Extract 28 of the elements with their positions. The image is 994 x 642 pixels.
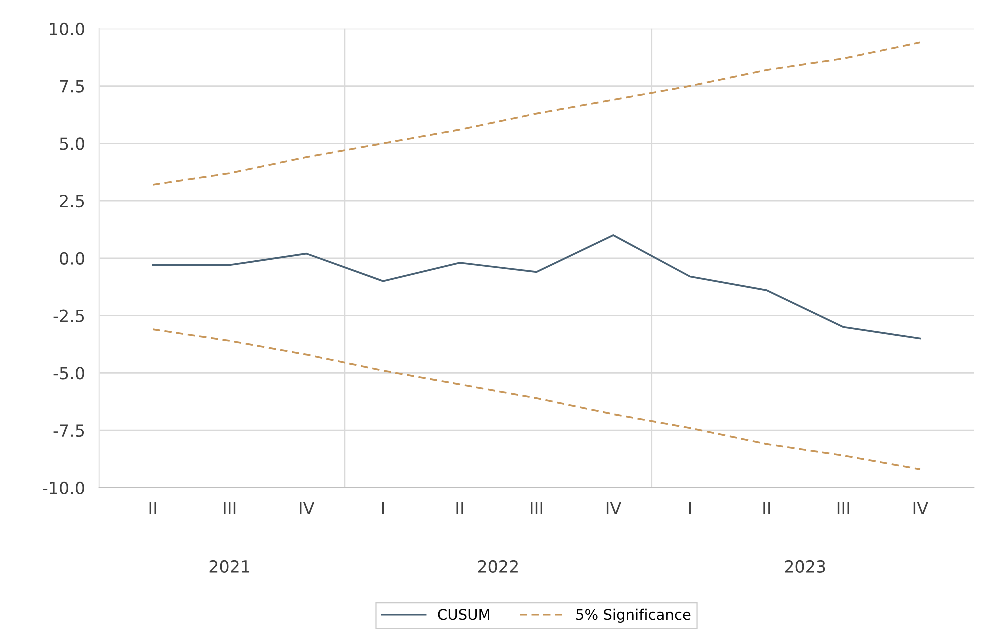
line-series [152,234,922,340]
text: 2022 [478,560,518,574]
legend-label: 5% Significance [576,608,691,624]
x-tick-label: II [456,502,464,514]
y-tick-label: -7.5 [54,424,84,438]
x-tick-label: IV [914,502,928,514]
y-tick-label: 7.5 [60,80,84,93]
x-tick-label: I [382,502,384,514]
legend-label: CUSUM [438,609,490,620]
x-tick-label: III [838,502,850,514]
y-tick-label: 0.0 [60,252,84,265]
text: 2023 [785,560,826,574]
line-series [152,328,922,470]
y-tick-label: -2.5 [54,310,84,322]
x-tick-label: III [531,502,542,514]
text: 2021 [210,560,250,574]
y-tick-label: 10.0 [50,22,84,36]
x-tick-label: III [224,502,236,514]
x-tick-label: IV [300,502,315,514]
y-tick-label: 5.0 [60,138,84,150]
y-tick-label: -5.0 [54,367,84,380]
y-tick-label: -10.0 [43,482,84,494]
y-tick-label: 2.5 [60,194,84,208]
x-tick-label: I [689,502,692,514]
x-tick-label: II [150,502,156,514]
x-tick-label: IV [606,502,622,514]
line-series [152,42,922,186]
x-tick-label: II [764,502,770,514]
